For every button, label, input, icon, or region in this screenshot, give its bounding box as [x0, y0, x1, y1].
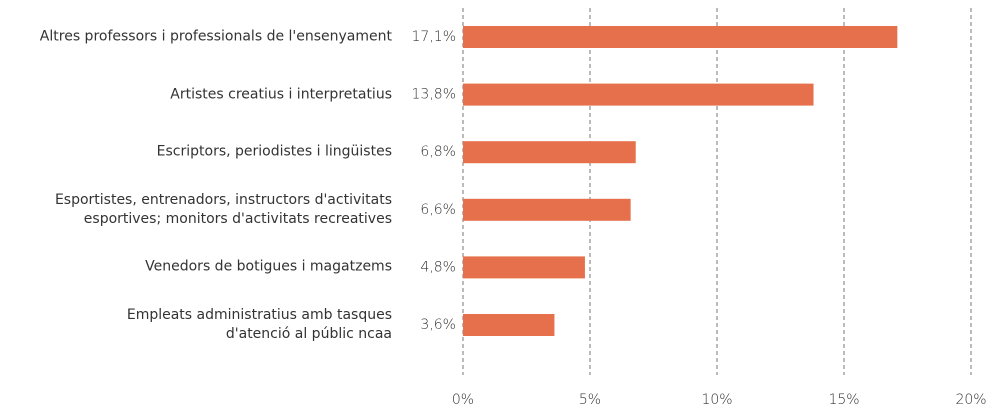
- y-tick-label: Empleats administratius amb tasques d'at…: [126, 307, 392, 342]
- y-tick-label: Altres professors i professionals de l'e…: [39, 28, 392, 45]
- x-tick-label: 0%: [452, 392, 474, 408]
- x-tick-label: 20%: [955, 392, 986, 408]
- value-label: 3,6%: [420, 317, 456, 333]
- value-label: 4,8%: [420, 259, 456, 275]
- x-tick-label: 10%: [701, 392, 732, 408]
- bar: [463, 83, 814, 106]
- value-label: 13,8%: [412, 87, 456, 103]
- x-tick-label: 15%: [828, 392, 859, 408]
- bar: [463, 256, 585, 279]
- y-tick-label: Esportistes, entrenadors, instructors d'…: [54, 191, 392, 227]
- bar: [463, 26, 898, 48]
- value-label: 17,1%: [412, 29, 456, 45]
- value-label: 6,6%: [420, 202, 456, 218]
- value-label: 6,8%: [420, 144, 456, 160]
- bar: [463, 198, 631, 221]
- bar: [463, 141, 636, 164]
- y-tick-label: Escriptors, periodistes i lingüistes: [156, 143, 392, 160]
- x-tick-label: 5%: [579, 392, 601, 408]
- y-tick-label: Venedors de botigues i magatzems: [145, 258, 392, 275]
- y-tick-label: Artistes creatius i interpretatius: [170, 86, 392, 103]
- bar: [463, 314, 555, 336]
